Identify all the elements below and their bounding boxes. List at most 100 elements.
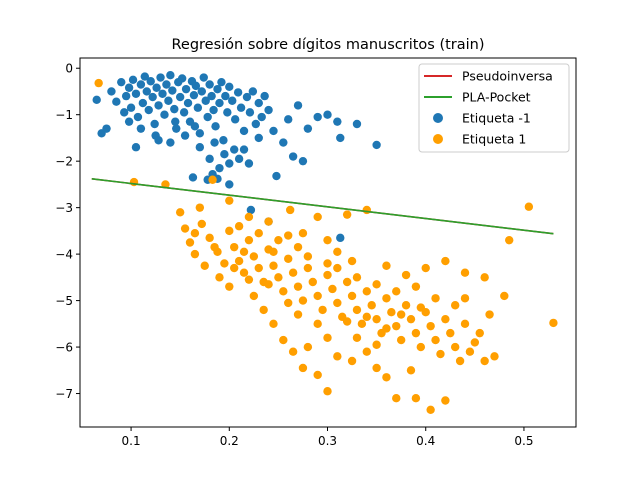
legend-box: [418, 63, 570, 153]
data-point: [279, 138, 288, 147]
data-point: [126, 103, 136, 112]
data-point: [426, 405, 435, 414]
data-point: [362, 205, 371, 215]
x-tick-label: 0.1: [122, 434, 141, 448]
data-point: [102, 124, 111, 133]
data-point: [210, 242, 219, 252]
data-point: [94, 78, 103, 88]
data-point: [352, 119, 362, 129]
data-point: [272, 171, 281, 181]
data-point: [308, 277, 317, 287]
data-point: [485, 310, 494, 319]
data-point: [465, 347, 475, 356]
data-point: [246, 205, 256, 215]
data-point: [230, 242, 239, 252]
y-tick-label: −2: [55, 154, 73, 168]
data-point: [298, 229, 308, 238]
data-point: [416, 303, 426, 312]
data-point: [225, 180, 234, 189]
data-point: [244, 275, 254, 284]
data-point: [475, 328, 484, 338]
data-point: [142, 87, 151, 96]
data-point: [372, 363, 381, 373]
data-point: [323, 333, 332, 342]
data-point: [480, 356, 489, 366]
data-point: [323, 110, 332, 119]
data-point: [396, 310, 406, 319]
data-point: [136, 124, 146, 133]
data-point: [152, 83, 161, 92]
data-point: [209, 105, 218, 115]
data-point: [293, 310, 303, 319]
data-point: [133, 112, 143, 122]
data-point: [166, 138, 175, 147]
data-point: [225, 82, 234, 92]
x-tick-label: 0.2: [220, 434, 239, 448]
data-point: [313, 291, 322, 301]
data-point: [524, 202, 534, 211]
data-point: [274, 235, 283, 245]
data-point: [177, 74, 187, 83]
data-point: [225, 196, 234, 205]
data-point: [129, 177, 139, 187]
data-point: [121, 91, 131, 101]
data-point: [323, 259, 332, 268]
data-point: [161, 180, 170, 189]
data-point: [411, 282, 421, 291]
data-point: [234, 256, 244, 266]
data-point: [124, 83, 134, 92]
data-point: [313, 212, 322, 222]
data-point: [259, 305, 268, 315]
data-point: [244, 235, 254, 245]
x-tick-label: 0.3: [318, 434, 337, 448]
y-tick-label: −3: [55, 201, 73, 215]
chart-title: Regresión sobre dígitos manuscritos (tra…: [171, 37, 484, 53]
data-point: [175, 92, 185, 102]
data-point: [431, 294, 440, 303]
data-point: [426, 321, 435, 331]
data-point: [293, 101, 303, 110]
data-point: [411, 393, 421, 403]
data-point: [131, 89, 141, 98]
data-point: [225, 159, 234, 168]
data-point: [382, 294, 391, 303]
data-point: [288, 152, 298, 161]
data-point: [195, 129, 205, 138]
data-point: [162, 80, 171, 89]
data-point: [352, 305, 362, 315]
data-point: [230, 263, 239, 273]
data-point: [372, 140, 381, 150]
data-point: [387, 308, 396, 317]
data-point: [171, 117, 180, 126]
data-point: [382, 373, 391, 382]
data-point: [490, 352, 499, 361]
data-point: [234, 154, 244, 164]
y-tick-label: −6: [55, 340, 73, 354]
data-point: [264, 280, 273, 289]
data-point: [179, 108, 189, 117]
data-point: [284, 298, 293, 308]
data-point: [172, 124, 181, 133]
data-point: [207, 91, 216, 101]
data-point: [254, 229, 263, 238]
data-point: [269, 319, 278, 329]
data-point: [195, 203, 205, 212]
data-point: [382, 261, 391, 270]
data-point: [401, 301, 411, 310]
data-point: [298, 156, 308, 166]
data-point: [244, 212, 254, 222]
data-point: [230, 145, 239, 154]
legend-label-etiqueta-1: Etiqueta 1: [462, 132, 526, 147]
data-point: [215, 273, 224, 282]
data-point: [239, 247, 249, 256]
data-point: [298, 296, 308, 305]
legend-swatch-etiqueta-1: [433, 134, 443, 144]
data-point: [288, 347, 298, 356]
data-point: [244, 159, 254, 168]
data-point: [303, 342, 313, 352]
series-etiqueta-neg1: [92, 71, 381, 243]
data-point: [352, 273, 362, 282]
data-point: [236, 103, 246, 112]
data-point: [211, 122, 220, 131]
data-point: [92, 95, 101, 105]
